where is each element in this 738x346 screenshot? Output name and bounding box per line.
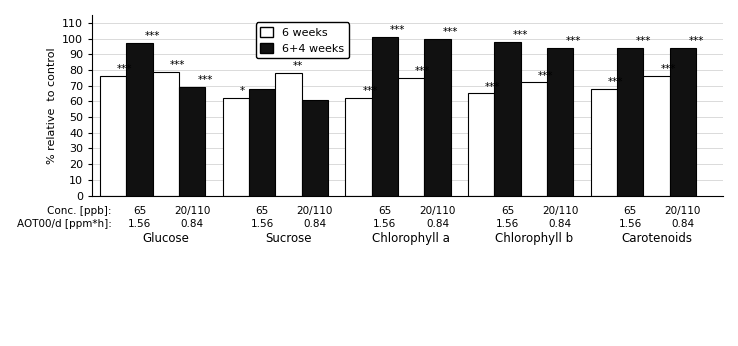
- Bar: [398, 78, 424, 195]
- Text: ***: ***: [170, 60, 185, 70]
- Text: Chlorophyll a: Chlorophyll a: [372, 231, 450, 245]
- Text: ***: ***: [661, 64, 676, 74]
- Bar: [590, 89, 617, 195]
- Bar: [153, 72, 179, 195]
- Text: ***: ***: [415, 66, 430, 76]
- Text: 20/110: 20/110: [297, 206, 333, 216]
- Text: ***: ***: [198, 75, 213, 85]
- Text: 65: 65: [255, 206, 269, 216]
- Text: Chlorophyll b: Chlorophyll b: [494, 231, 573, 245]
- Text: **: **: [292, 61, 303, 71]
- Text: 20/110: 20/110: [665, 206, 701, 216]
- Text: ***: ***: [362, 86, 378, 96]
- Bar: [372, 37, 398, 195]
- Bar: [275, 73, 302, 195]
- Bar: [424, 38, 451, 195]
- Bar: [468, 93, 494, 195]
- Text: Sucrose: Sucrose: [265, 231, 311, 245]
- Text: 65: 65: [133, 206, 146, 216]
- Bar: [669, 48, 696, 195]
- Text: 0.84: 0.84: [426, 219, 449, 229]
- Text: 65: 65: [378, 206, 391, 216]
- Text: ***: ***: [607, 77, 623, 87]
- Bar: [547, 48, 573, 195]
- Text: Carotenoids: Carotenoids: [621, 231, 692, 245]
- Text: 1.56: 1.56: [496, 219, 519, 229]
- Text: ***: ***: [117, 64, 132, 74]
- Text: ***: ***: [635, 36, 651, 46]
- Text: 1.56: 1.56: [250, 219, 274, 229]
- Text: 20/110: 20/110: [174, 206, 210, 216]
- Bar: [644, 76, 669, 195]
- Bar: [179, 87, 205, 195]
- Text: 0.84: 0.84: [548, 219, 572, 229]
- Bar: [100, 76, 126, 195]
- Bar: [494, 42, 520, 195]
- Text: 0.84: 0.84: [181, 219, 204, 229]
- Legend: 6 weeks, 6+4 weeks: 6 weeks, 6+4 weeks: [255, 22, 349, 58]
- Text: 0.84: 0.84: [672, 219, 694, 229]
- Text: 1.56: 1.56: [618, 219, 642, 229]
- Bar: [617, 48, 644, 195]
- Text: ***: ***: [443, 27, 458, 37]
- Text: 1.56: 1.56: [128, 219, 151, 229]
- Text: ***: ***: [689, 36, 703, 46]
- Text: Glucose: Glucose: [142, 231, 189, 245]
- Bar: [223, 98, 249, 195]
- Text: ***: ***: [145, 31, 160, 42]
- Text: 65: 65: [501, 206, 514, 216]
- Text: ***: ***: [390, 25, 406, 35]
- Text: ***: ***: [565, 36, 581, 46]
- Text: *: *: [240, 86, 245, 96]
- Bar: [520, 82, 547, 195]
- Text: AOT00/d [ppm*h]:: AOT00/d [ppm*h]:: [17, 219, 111, 229]
- Text: 20/110: 20/110: [542, 206, 579, 216]
- Text: 20/110: 20/110: [419, 206, 455, 216]
- Bar: [345, 98, 372, 195]
- Text: ***: ***: [538, 71, 553, 81]
- Text: 1.56: 1.56: [373, 219, 396, 229]
- Y-axis label: % relative  to control: % relative to control: [46, 47, 57, 164]
- Text: ***: ***: [513, 30, 528, 40]
- Text: Conc. [ppb]:: Conc. [ppb]:: [47, 206, 111, 216]
- Text: ***: ***: [485, 82, 500, 92]
- Text: 65: 65: [624, 206, 637, 216]
- Bar: [249, 89, 275, 195]
- Bar: [302, 100, 328, 195]
- Text: 0.84: 0.84: [303, 219, 326, 229]
- Bar: [126, 43, 153, 195]
